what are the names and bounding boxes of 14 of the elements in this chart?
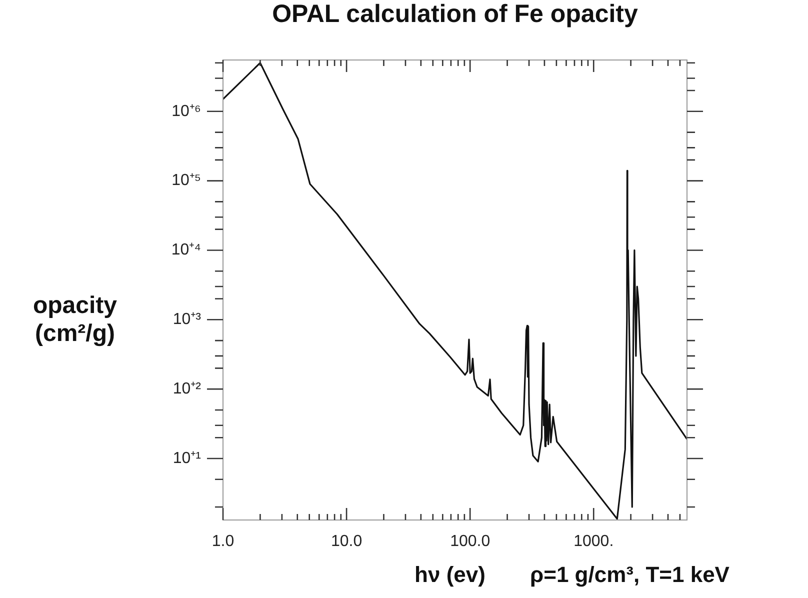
- y-tick-label: 10⁺¹: [172, 450, 201, 467]
- x-tick-label: 1.0: [212, 533, 234, 550]
- y-tick-label: 10⁺²: [172, 380, 202, 398]
- x-axis-title: hν (ev): [414, 562, 486, 588]
- x-tick-label: 100.0: [450, 533, 490, 550]
- y-tick-label: 10⁺⁵: [172, 172, 201, 190]
- y-tick-label: 10⁺³: [172, 311, 202, 328]
- x-tick-label: 10.0: [330, 533, 362, 550]
- chart-title: OPAL calculation of Fe opacity: [271, 0, 639, 29]
- y-tick-label: 10⁺⁶: [172, 102, 201, 120]
- x-tick-label: 1000.: [574, 533, 614, 550]
- y-axis-title: opacity (cm²/g): [32, 292, 118, 348]
- text: ρ=1 g/cm³, T=1 keV: [530, 562, 730, 588]
- y-tick-label: 10⁺⁴: [171, 242, 202, 259]
